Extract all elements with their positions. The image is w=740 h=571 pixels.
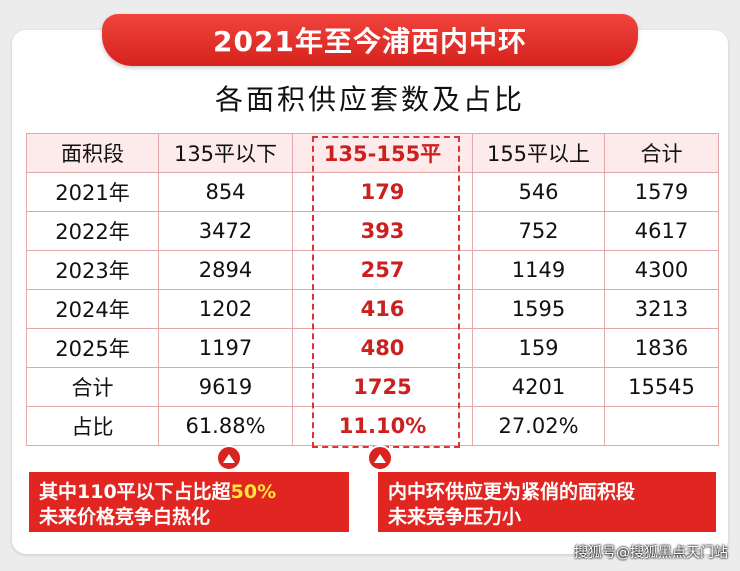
table-cell: 1202 — [158, 289, 293, 329]
page-title: 2021年至今浦西内中环 — [213, 25, 527, 58]
callout-highlight-value: 50% — [230, 481, 277, 503]
table-cell: 2024年 — [26, 289, 159, 329]
callout-right-line1: 内中环供应更为紧俏的面积段 — [388, 481, 636, 503]
header-cell: 155平以上 — [472, 133, 605, 173]
table-cell — [604, 406, 719, 446]
table-cell: 4617 — [604, 211, 719, 251]
table-cell: 2025年 — [26, 328, 159, 368]
header-cell: 合计 — [604, 133, 719, 173]
table-row-total: 合计 9619 1725 4201 15545 — [26, 367, 719, 407]
header-cell: 面积段 — [26, 133, 159, 173]
table-cell: 159 — [472, 328, 605, 368]
table-cell: 2894 — [158, 250, 293, 290]
table-cell: 546 — [472, 172, 605, 212]
table-cell-highlighted: 179 — [292, 172, 473, 212]
header-cell: 135平以下 — [158, 133, 293, 173]
callout-left: 其中110平以下占比超50% 未来价格竞争白热化 — [29, 472, 349, 532]
table-cell: 合计 — [26, 367, 159, 407]
table-cell: 2022年 — [26, 211, 159, 251]
table-cell: 61.88% — [158, 406, 293, 446]
table-subtitle: 各面积供应套数及占比 — [214, 83, 525, 116]
table-row: 2023年 2894 257 1149 4300 — [26, 250, 719, 290]
table-row-share: 占比 61.88% 11.10% 27.02% — [26, 406, 719, 446]
callout-left-line1: 其中110平以下占比超50% — [39, 481, 277, 503]
table-cell-highlighted: 257 — [292, 250, 473, 290]
table-cell-highlighted: 393 — [292, 211, 473, 251]
table-cell: 9619 — [158, 367, 293, 407]
table-cell: 15545 — [604, 367, 719, 407]
table-cell: 1595 — [472, 289, 605, 329]
table-cell: 4300 — [604, 250, 719, 290]
table-cell: 占比 — [26, 406, 159, 446]
table-cell: 1197 — [158, 328, 293, 368]
table-cell: 2021年 — [26, 172, 159, 212]
table-cell: 3472 — [158, 211, 293, 251]
table-cell-highlighted: 416 — [292, 289, 473, 329]
up-arrow-icon — [216, 445, 242, 471]
table-row: 2022年 3472 393 752 4617 — [26, 211, 719, 251]
table-cell: 1579 — [604, 172, 719, 212]
table-cell: 1836 — [604, 328, 719, 368]
table-cell-highlighted: 1725 — [292, 367, 473, 407]
table-cell: 4201 — [472, 367, 605, 407]
supply-table: 面积段 135平以下 135-155平 155平以上 合计 2021年 854 … — [26, 133, 719, 446]
table-cell: 3213 — [604, 289, 719, 329]
watermark: 搜狐号@搜狐黑点天门站 — [574, 545, 728, 561]
up-arrow-icon — [367, 445, 393, 471]
table-cell-highlighted: 480 — [292, 328, 473, 368]
page-title-banner: 2021年至今浦西内中环 — [102, 14, 638, 66]
callout-left-line2: 未来价格竞争白热化 — [39, 506, 211, 528]
table-cell: 2023年 — [26, 250, 159, 290]
callout-right-line2: 未来竞争压力小 — [388, 506, 522, 528]
table-cell: 752 — [472, 211, 605, 251]
table-cell: 27.02% — [472, 406, 605, 446]
callout-right: 内中环供应更为紧俏的面积段 未来竞争压力小 — [378, 472, 716, 532]
table-row: 2024年 1202 416 1595 3213 — [26, 289, 719, 329]
table-row: 2025年 1197 480 159 1836 — [26, 328, 719, 368]
table-cell: 1149 — [472, 250, 605, 290]
table-cell: 854 — [158, 172, 293, 212]
table-header-row: 面积段 135平以下 135-155平 155平以上 合计 — [26, 133, 719, 173]
table-cell-highlighted: 11.10% — [292, 406, 473, 446]
header-cell-highlighted: 135-155平 — [292, 133, 473, 173]
table-row: 2021年 854 179 546 1579 — [26, 172, 719, 212]
